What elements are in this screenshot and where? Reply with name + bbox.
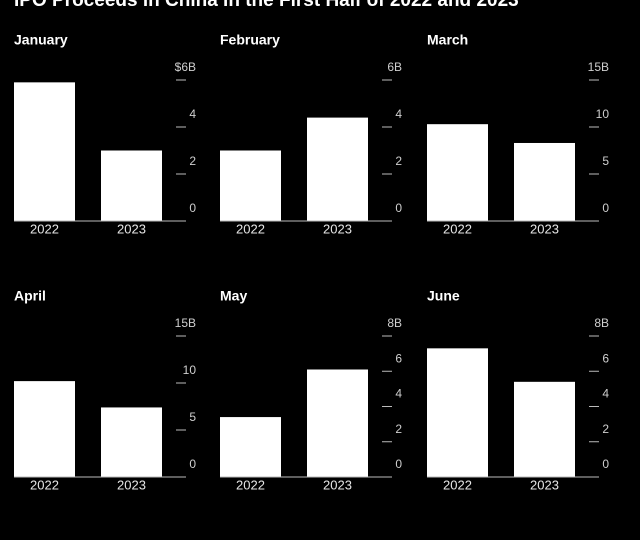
y-tick-label: 15B [588, 60, 609, 74]
x-tick-label: 2023 [530, 221, 559, 236]
y-tick-label: 6 [395, 351, 402, 365]
x-tick-label: 2022 [443, 221, 472, 236]
x-tick-label: 2023 [323, 221, 352, 236]
x-tick-label: 2022 [30, 477, 59, 492]
bar [220, 150, 281, 221]
panel-title: March [427, 32, 468, 48]
y-tick-label: 0 [395, 201, 402, 215]
y-tick-label: 4 [395, 107, 402, 121]
bar [427, 348, 488, 477]
bar [220, 417, 281, 477]
y-tick-label: 6B [387, 60, 402, 74]
panel-title: June [427, 288, 460, 304]
y-tick-label: 0 [189, 457, 196, 471]
y-tick-label: 5 [189, 410, 196, 424]
bar [427, 124, 488, 221]
x-tick-label: 2022 [443, 477, 472, 492]
x-tick-label: 2023 [323, 477, 352, 492]
chart-title: IPO Proceeds in China in the First Half … [14, 0, 519, 11]
y-tick-label: 5 [602, 154, 609, 168]
x-tick-label: 2023 [530, 477, 559, 492]
bar [307, 117, 368, 221]
y-tick-label: 2 [395, 422, 402, 436]
y-tick-label: 0 [395, 457, 402, 471]
y-tick-label: 10 [596, 107, 610, 121]
y-tick-label: 0 [602, 201, 609, 215]
y-tick-label: 4 [395, 387, 402, 401]
y-tick-label: 10 [183, 363, 197, 377]
y-tick-label: $6B [175, 60, 196, 74]
bar [307, 369, 368, 477]
bar [101, 407, 162, 477]
y-tick-label: 4 [602, 387, 609, 401]
bar [101, 150, 162, 221]
bar [14, 381, 75, 477]
x-tick-label: 2022 [236, 221, 265, 236]
y-tick-label: 6 [602, 351, 609, 365]
x-tick-label: 2023 [117, 477, 146, 492]
panel-title: May [220, 288, 247, 304]
y-tick-label: 4 [189, 107, 196, 121]
bar [514, 142, 575, 221]
x-tick-label: 2022 [30, 221, 59, 236]
y-tick-label: 8B [594, 316, 609, 330]
bar [14, 82, 75, 221]
bar [514, 381, 575, 477]
panel-title: February [220, 32, 280, 48]
y-tick-label: 8B [387, 316, 402, 330]
y-tick-label: 0 [189, 201, 196, 215]
x-tick-label: 2022 [236, 477, 265, 492]
y-tick-label: 0 [602, 457, 609, 471]
x-tick-label: 2023 [117, 221, 146, 236]
panel-title: January [14, 32, 68, 48]
y-tick-label: 2 [189, 154, 196, 168]
y-tick-label: 2 [602, 422, 609, 436]
panel-title: April [14, 288, 46, 304]
y-tick-label: 15B [175, 316, 196, 330]
y-tick-label: 2 [395, 154, 402, 168]
